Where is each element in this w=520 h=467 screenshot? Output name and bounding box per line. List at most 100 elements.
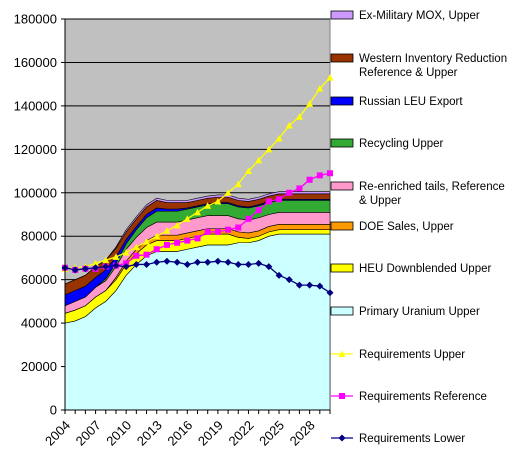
legend-swatch-doe-sales-upper [330, 221, 354, 231]
point-requirements-upper [234, 180, 242, 188]
point-requirements-lower [306, 281, 314, 289]
point-requirements-upper [173, 221, 181, 229]
point-requirements-lower [143, 260, 151, 268]
point-requirements-reference [184, 237, 191, 244]
legend-swatch-heu-downblended-upper [330, 263, 354, 273]
point-requirements-reference [245, 215, 252, 222]
point-requirements-lower [244, 260, 252, 268]
x-tick-label: 2016 [164, 418, 195, 449]
point-requirements-upper [265, 145, 273, 153]
point-requirements-lower [265, 263, 273, 271]
point-requirements-lower [81, 265, 89, 273]
y-tick-label: 0 [50, 403, 57, 418]
point-requirements-upper [295, 113, 303, 120]
legend-swatch-russian-leu-export [330, 96, 354, 106]
legend-label: Recycling Upper [359, 138, 444, 150]
point-requirements-upper [153, 232, 161, 240]
point-requirements-upper [143, 238, 151, 245]
point-requirements-upper [204, 202, 212, 209]
legend-marker-requirements-reference [339, 393, 345, 399]
y-tick-label: 120000 [14, 142, 57, 157]
point-requirements-lower [326, 289, 334, 297]
point-requirements-upper [163, 227, 171, 234]
point-requirements-reference [163, 241, 170, 248]
y-tick-label: 180000 [14, 12, 57, 27]
point-requirements-lower [214, 257, 222, 265]
legend-label: HEU Downblended Upper [359, 263, 491, 275]
point-requirements-reference [214, 228, 221, 235]
legend-label: Requirements Reference [359, 391, 487, 403]
point-requirements-upper [306, 100, 314, 107]
legend-label: & Upper [359, 195, 401, 207]
x-tick-label: 2019 [195, 418, 226, 449]
point-requirements-reference [225, 226, 232, 233]
point-requirements-lower [122, 263, 130, 271]
y-tick-label: 40000 [21, 316, 57, 331]
legend-swatch-recycling-upper [330, 138, 354, 148]
legend-label: Requirements Upper [359, 349, 465, 361]
point-requirements-upper [122, 249, 130, 256]
y-tick-label: 100000 [14, 185, 57, 200]
x-tick-label: 2025 [256, 418, 287, 449]
point-requirements-lower [194, 258, 201, 266]
point-requirements-upper [194, 208, 201, 216]
point-requirements-upper [183, 215, 191, 222]
legend-swatch-primary-uranium-upper [330, 306, 354, 316]
y-tick-label: 80000 [21, 229, 57, 244]
point-requirements-upper [255, 156, 263, 164]
point-requirements-reference [306, 176, 313, 183]
x-tick-label: 2010 [103, 418, 134, 449]
y-tick-label: 20000 [21, 359, 57, 374]
point-requirements-upper [224, 189, 232, 196]
x-tick-label: 2013 [134, 418, 165, 449]
x-tick-label: 2028 [287, 418, 318, 449]
point-requirements-reference [235, 224, 242, 231]
legend-swatch-re-enriched-tails-reference-upper [330, 181, 354, 191]
point-requirements-reference [143, 251, 150, 258]
legend-label: Western Inventory Reduction [359, 53, 507, 65]
point-requirements-lower [295, 281, 303, 289]
point-requirements-upper [244, 167, 252, 175]
point-requirements-reference [153, 246, 160, 253]
point-requirements-lower [183, 260, 191, 268]
y-tick-label: 60000 [21, 272, 57, 287]
legend-label: Primary Uranium Upper [359, 306, 480, 318]
point-requirements-lower [71, 266, 79, 274]
point-requirements-upper [112, 253, 120, 260]
legend-marker-requirements-upper [338, 350, 346, 357]
point-requirements-lower [224, 258, 232, 266]
point-requirements-lower [132, 260, 140, 268]
x-tick-label: 2007 [73, 418, 104, 449]
y-tick-label: 160000 [14, 55, 57, 70]
point-requirements-reference [286, 189, 293, 196]
point-requirements-lower [102, 263, 110, 271]
point-requirements-lower [112, 262, 120, 270]
point-requirements-reference [194, 235, 201, 242]
y-tick-label: 140000 [14, 98, 57, 113]
legend-marker-requirements-lower [338, 434, 346, 442]
x-tick-label: 2022 [226, 418, 257, 449]
legend-swatch-ex-military-mox-upper [330, 10, 354, 20]
point-requirements-upper [285, 121, 293, 129]
point-requirements-lower [92, 264, 100, 272]
point-requirements-reference [316, 172, 323, 179]
point-requirements-reference [265, 198, 272, 205]
legend-label: DOE Sales, Upper [359, 221, 454, 233]
point-requirements-upper [316, 85, 324, 92]
point-requirements-lower [275, 271, 283, 279]
point-requirements-reference [327, 170, 333, 177]
point-requirements-lower [173, 258, 181, 266]
legend-label: Reference & Upper [359, 67, 458, 79]
point-requirements-reference [255, 207, 262, 214]
point-requirements-upper [102, 256, 110, 264]
legend: Ex-Military MOX, Upper Western Inventory … [330, 10, 507, 445]
point-requirements-lower [204, 258, 212, 266]
point-requirements-lower [234, 260, 242, 268]
legend-label: Ex-Military MOX, Upper [359, 10, 480, 22]
point-requirements-reference [133, 252, 140, 259]
point-requirements-upper [275, 134, 283, 142]
point-requirements-lower [285, 276, 293, 284]
x-axis-ticks: 2004 2007 2010 2013 2016 2019 2022 2025 2028 [42, 410, 331, 449]
y-axis-ticks: 0 20000 40000 60000 80000 100000 120000 140000 1… [14, 12, 65, 418]
